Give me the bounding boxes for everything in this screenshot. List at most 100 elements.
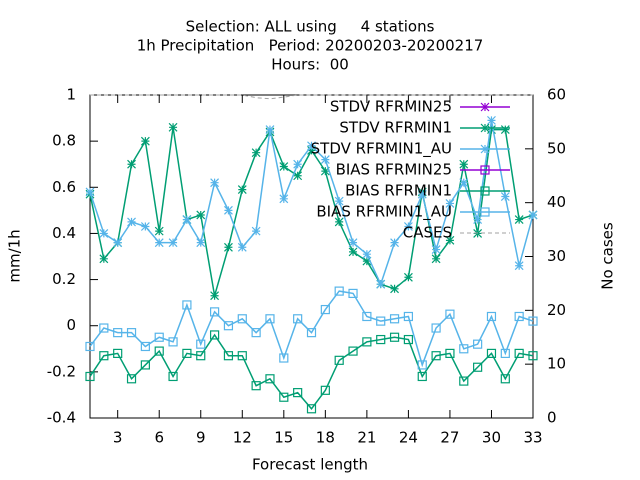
point — [487, 125, 496, 135]
chart-title: Selection: ALL using 4 stations — [186, 18, 435, 36]
point — [403, 311, 414, 322]
y-tick-label: 0 — [66, 316, 76, 334]
point — [85, 187, 95, 197]
point — [431, 351, 441, 361]
y2-tick-label: 40 — [547, 193, 566, 211]
y2-tick-label: 30 — [547, 247, 566, 265]
point — [514, 215, 524, 225]
point — [168, 337, 178, 347]
x-tick-label: 15 — [274, 429, 293, 447]
point — [265, 314, 275, 324]
x-tick-label: 24 — [399, 429, 418, 447]
point — [348, 288, 358, 299]
legend-label: BIAS RFRMIN25 — [336, 161, 452, 179]
point — [99, 323, 109, 333]
point — [293, 314, 303, 324]
x-tick-label: 6 — [154, 429, 164, 447]
legend-marker — [480, 144, 490, 154]
point — [348, 346, 358, 356]
point — [237, 242, 247, 252]
x-tick-label: 3 — [113, 429, 123, 447]
point — [196, 238, 206, 248]
x-tick-label: 33 — [523, 429, 542, 447]
point — [334, 217, 344, 227]
point — [154, 226, 164, 236]
point — [168, 238, 178, 248]
point — [99, 254, 109, 264]
x-tick-label: 9 — [196, 429, 206, 447]
y2-tick-label: 10 — [547, 355, 566, 373]
legend-label: CASES — [403, 224, 452, 242]
point — [500, 348, 510, 358]
point — [403, 272, 413, 282]
y-tick-label: -0.4 — [47, 409, 76, 427]
point — [320, 304, 330, 315]
point — [514, 261, 524, 271]
y-axis-label: mm/1h — [6, 229, 24, 282]
x-tick-label: 30 — [482, 429, 501, 447]
y-tick-label: 0.4 — [52, 224, 76, 242]
point — [459, 344, 469, 354]
y-tick-label: 0.8 — [52, 132, 76, 150]
y2-tick-label: 50 — [547, 139, 566, 157]
point — [459, 159, 469, 169]
point — [196, 210, 206, 220]
point — [265, 125, 275, 135]
series-line — [89, 333, 534, 410]
legend-marker — [480, 186, 490, 196]
point — [473, 215, 483, 225]
point — [320, 385, 330, 395]
x-tick-label: 18 — [316, 429, 335, 447]
legend-marker — [480, 102, 490, 112]
point — [293, 171, 303, 181]
point — [209, 307, 220, 317]
point — [486, 348, 497, 358]
point — [126, 328, 137, 338]
point — [320, 166, 330, 176]
point — [223, 321, 234, 331]
x-tick-label: 21 — [357, 429, 376, 447]
point — [224, 205, 233, 215]
point — [459, 376, 469, 386]
point — [376, 334, 386, 345]
point — [140, 360, 150, 370]
point — [486, 311, 497, 322]
point — [500, 125, 510, 135]
chart-title: 1h Precipitation Period: 20200203-202002… — [137, 37, 484, 55]
point — [196, 351, 206, 361]
point — [85, 371, 95, 382]
point — [376, 279, 386, 289]
point — [362, 249, 372, 259]
point — [126, 374, 137, 384]
y-tick-label: -0.2 — [47, 362, 76, 380]
point — [168, 122, 178, 132]
point — [182, 300, 192, 310]
point — [307, 141, 316, 151]
point — [528, 316, 538, 326]
point — [389, 314, 400, 324]
point — [85, 341, 95, 352]
series-line — [90, 94, 533, 100]
point — [293, 159, 303, 169]
point — [389, 332, 400, 342]
point — [417, 371, 427, 382]
point — [154, 332, 164, 342]
point — [251, 148, 261, 158]
point — [445, 199, 455, 208]
point — [334, 196, 344, 206]
point — [113, 328, 123, 338]
point — [154, 238, 164, 248]
series-line — [89, 290, 534, 368]
x-tick-label: 12 — [233, 429, 252, 447]
y-tick-label: 0.6 — [52, 178, 76, 196]
point — [251, 381, 261, 391]
point — [473, 339, 483, 349]
y2-tick-label: 20 — [547, 301, 566, 319]
point — [334, 355, 344, 365]
point — [431, 254, 441, 264]
point — [307, 145, 316, 155]
point — [113, 238, 123, 248]
point — [279, 194, 289, 204]
legend-label: STDV RFRMIN25 — [330, 98, 452, 116]
